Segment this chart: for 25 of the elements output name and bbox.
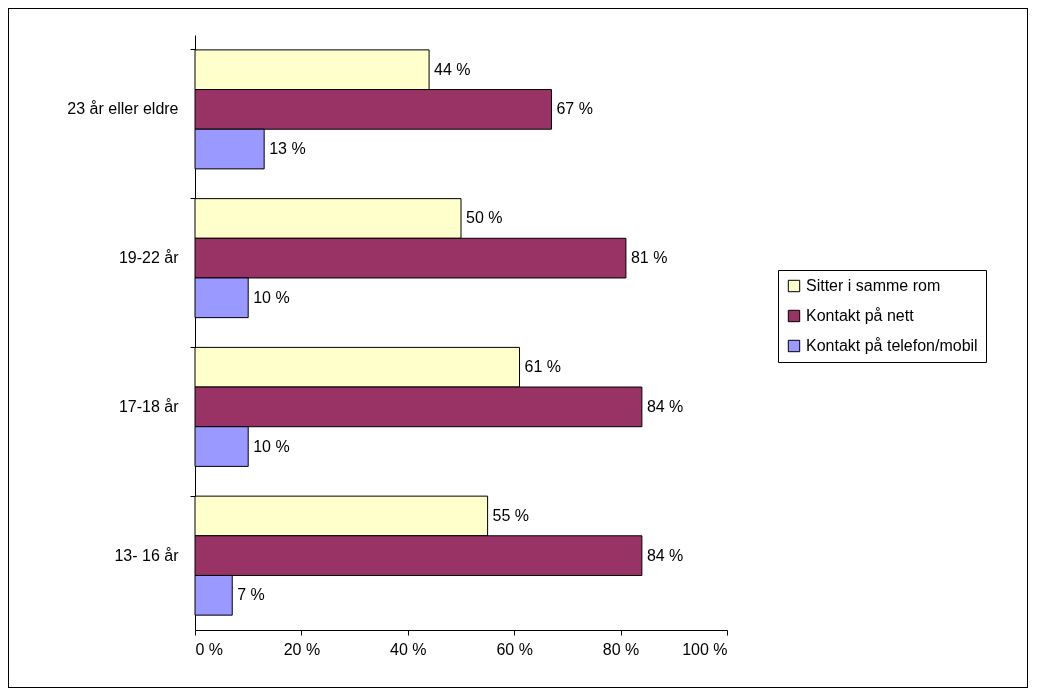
y-tick-label: 17-18 år (118, 397, 180, 415)
data-label: 50 % (466, 209, 503, 227)
legend-label: Kontakt på nett (806, 307, 915, 324)
x-tick-label: 60 % (496, 640, 533, 658)
data-label: 67 % (556, 100, 593, 118)
y-tick-label: 19-22 år (118, 249, 180, 267)
data-label: 44 % (434, 60, 471, 78)
data-label: 84 % (646, 397, 684, 415)
x-tick-label: 20 % (283, 640, 321, 658)
data-label: 81 % (630, 249, 668, 267)
data-label: 7 % (237, 586, 265, 604)
data-label: 55 % (492, 506, 530, 524)
y-tick-label: 23 år eller eldre (67, 100, 179, 118)
x-tick-label: 100 % (682, 640, 728, 658)
data-label: 10 % (253, 288, 290, 306)
data-label: 84 % (646, 546, 684, 564)
y-tick-label: 13- 16 år (114, 546, 180, 564)
x-tick-label: 0 % (195, 640, 224, 658)
x-tick-label: 40 % (390, 640, 427, 658)
x-tick-label: 80 % (602, 640, 640, 658)
data-label: 10 % (253, 437, 290, 455)
data-label: 13 % (269, 140, 306, 158)
legend-label: Sitter i samme rom (806, 277, 941, 294)
data-label: 61 % (524, 358, 561, 376)
legend-label: Kontakt på telefon/mobil (806, 337, 978, 354)
